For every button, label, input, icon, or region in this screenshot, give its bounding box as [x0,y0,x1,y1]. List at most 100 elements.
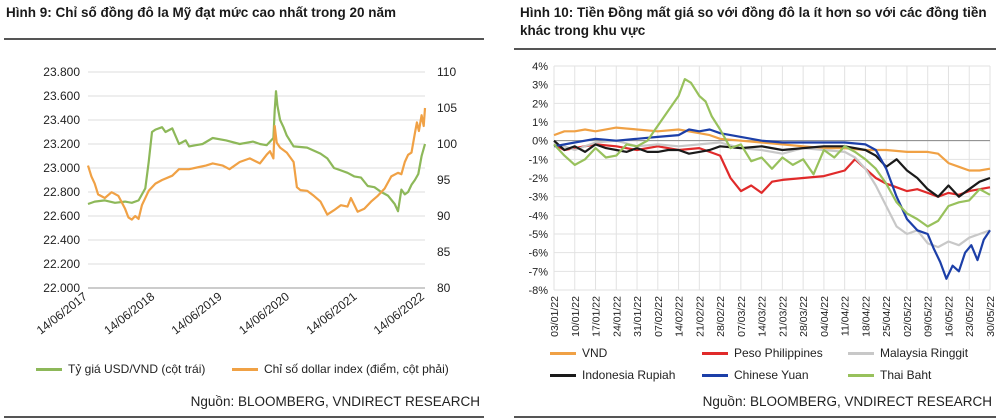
legend-item-baht: Thai Baht [848,368,931,382]
legend-item-peso: Peso Philippines [702,346,823,360]
x-tick-label: 28/03/22 [798,296,810,337]
legend-item-vnd: VND [550,346,607,360]
source-note: Nguồn: BLOOMBERG, VNDIRECT RESEARCH [190,394,480,409]
legend-swatch [702,373,728,377]
y-tick-label: 2% [532,98,548,110]
y-right-tick-label: 85 [437,245,451,259]
legend-item-ringgit: Malaysia Ringgit [848,346,968,360]
title-divider [4,38,484,40]
series-line [553,139,991,249]
bottom-divider [514,416,996,418]
y-right-tick-label: 100 [437,137,457,151]
x-tick-label: 17/01/22 [591,296,603,337]
x-tick-label: 09/05/22 [923,296,935,337]
x-tick-label: 14/02/22 [674,296,686,337]
legend-item-rupiah: Indonesia Rupiah [550,368,675,382]
x-tick-label: 14/06/2019 [169,289,225,337]
x-tick-label: 11/04/22 [840,296,852,336]
line-chart-usd: 23.800 23.600 23.400 23.200 23.000 22.800 22.6… [34,65,457,337]
legend-label: Tỷ giá USD/VND (cột trái) [68,362,206,376]
y-left-tick-label: 22.200 [43,257,80,271]
y-tick-label: 4% [532,61,548,73]
x-tick-label: 07/03/22 [736,296,748,337]
x-tick-label: 31/01/22 [632,296,644,337]
x-tick-label: 28/02/22 [715,296,727,337]
series-line [86,107,427,221]
legend-swatch [848,351,874,355]
legend-swatch [36,367,62,371]
legend-swatch [550,373,576,377]
bottom-divider [4,416,484,418]
y-left-tick-label: 23.800 [43,65,80,79]
line-chart-fx: 4% 3% 2% 1% 0% -1% -2% -3% -4% -5% -6% -7% -8%03/01/… [528,61,997,337]
series-line [553,128,991,280]
title-divider [514,48,996,50]
y-left-tick-label: 22.400 [43,233,80,247]
chart-title: Hình 10: Tiền Đồng mất giá so với đồng đ… [520,5,987,38]
x-tick-label: 14/06/2021 [303,289,359,337]
y-tick-label: -5% [528,229,548,241]
y-right-tick-label: 110 [437,65,456,79]
x-tick-label: 16/05/22 [943,296,955,337]
x-tick-label: 14/06/2020 [236,289,292,337]
x-tick-label: 23/05/22 [964,296,976,337]
y-tick-label: 1% [532,117,548,129]
y-tick-label: -4% [528,210,548,222]
x-tick-label: 14/06/2022 [371,289,427,337]
x-tick-label: 14/06/2018 [101,289,157,337]
legend-label: Peso Philippines [734,346,823,360]
y-left-tick-label: 23.600 [43,89,80,103]
y-left-tick-label: 23.400 [43,113,80,127]
y-tick-label: 3% [532,80,548,92]
x-tick-label: 21/02/22 [694,296,706,337]
y-right-tick-label: 90 [437,209,451,223]
x-tick-label: 21/03/22 [777,296,789,337]
legend-item-yuan: Chinese Yuan [702,368,809,382]
y-tick-label: -8% [528,285,548,297]
y-tick-label: -3% [528,192,548,204]
legend-label: Chinese Yuan [734,368,809,382]
legend-label: Chỉ số dollar index (điểm, cột phải) [264,362,449,376]
x-tick-label: 03/01/22 [549,296,561,337]
chart-panel-left: Hình 9: Chỉ số đồng đô la Mỹ đạt mức cao… [0,0,488,420]
y-tick-label: -1% [528,154,548,166]
legend-label: Thai Baht [880,368,932,382]
y-tick-label: -6% [528,248,548,260]
legend-swatch [232,367,258,371]
y-right-tick-label: 95 [437,173,451,187]
series-line [553,126,991,172]
y-right-tick-label: 105 [437,101,457,115]
y-left-tick-label: 22.800 [43,185,80,199]
y-right-tick-label: 80 [437,281,451,295]
legend-swatch [550,351,576,355]
series-line [553,77,991,228]
series-line [553,139,991,198]
x-tick-label: 04/04/22 [819,296,831,337]
x-tick-label: 07/02/22 [653,296,665,337]
legend-label: Indonesia Rupiah [582,368,676,382]
x-tick-label: 30/05/22 [985,296,997,337]
series-line [87,90,427,213]
x-tick-label: 25/04/22 [881,296,893,337]
legend-swatch [702,351,728,355]
y-left-tick-label: 23.200 [43,137,80,151]
legend-label: VND [582,346,608,360]
x-tick-label: 10/01/22 [570,296,582,337]
y-tick-label: -2% [528,173,548,185]
legend-swatch [848,373,874,377]
legend-item-dollar-index: Chỉ số dollar index (điểm, cột phải) [232,362,449,376]
x-tick-label: 24/01/22 [611,296,623,337]
y-left-tick-label: 23.000 [43,161,80,175]
x-tick-label: 02/05/22 [902,296,914,337]
source-note: Nguồn: BLOOMBERG, VNDIRECT RESEARCH [702,394,992,409]
chart-panel-right: Hình 10: Tiền Đồng mất giá so với đồng đ… [510,0,1000,420]
chart-title: Hình 9: Chỉ số đồng đô la Mỹ đạt mức cao… [6,5,397,20]
y-left-tick-label: 22.600 [43,209,80,223]
x-tick-label: 14/03/22 [757,296,769,337]
x-tick-label: 14/06/2017 [34,289,90,337]
legend-label: Malaysia Ringgit [880,346,969,360]
y-tick-label: 0% [532,136,548,148]
x-tick-label: 18/04/22 [860,296,872,337]
legend-item-usdvnd: Tỷ giá USD/VND (cột trái) [36,362,205,376]
y-left-tick-label: 22.000 [43,281,80,295]
